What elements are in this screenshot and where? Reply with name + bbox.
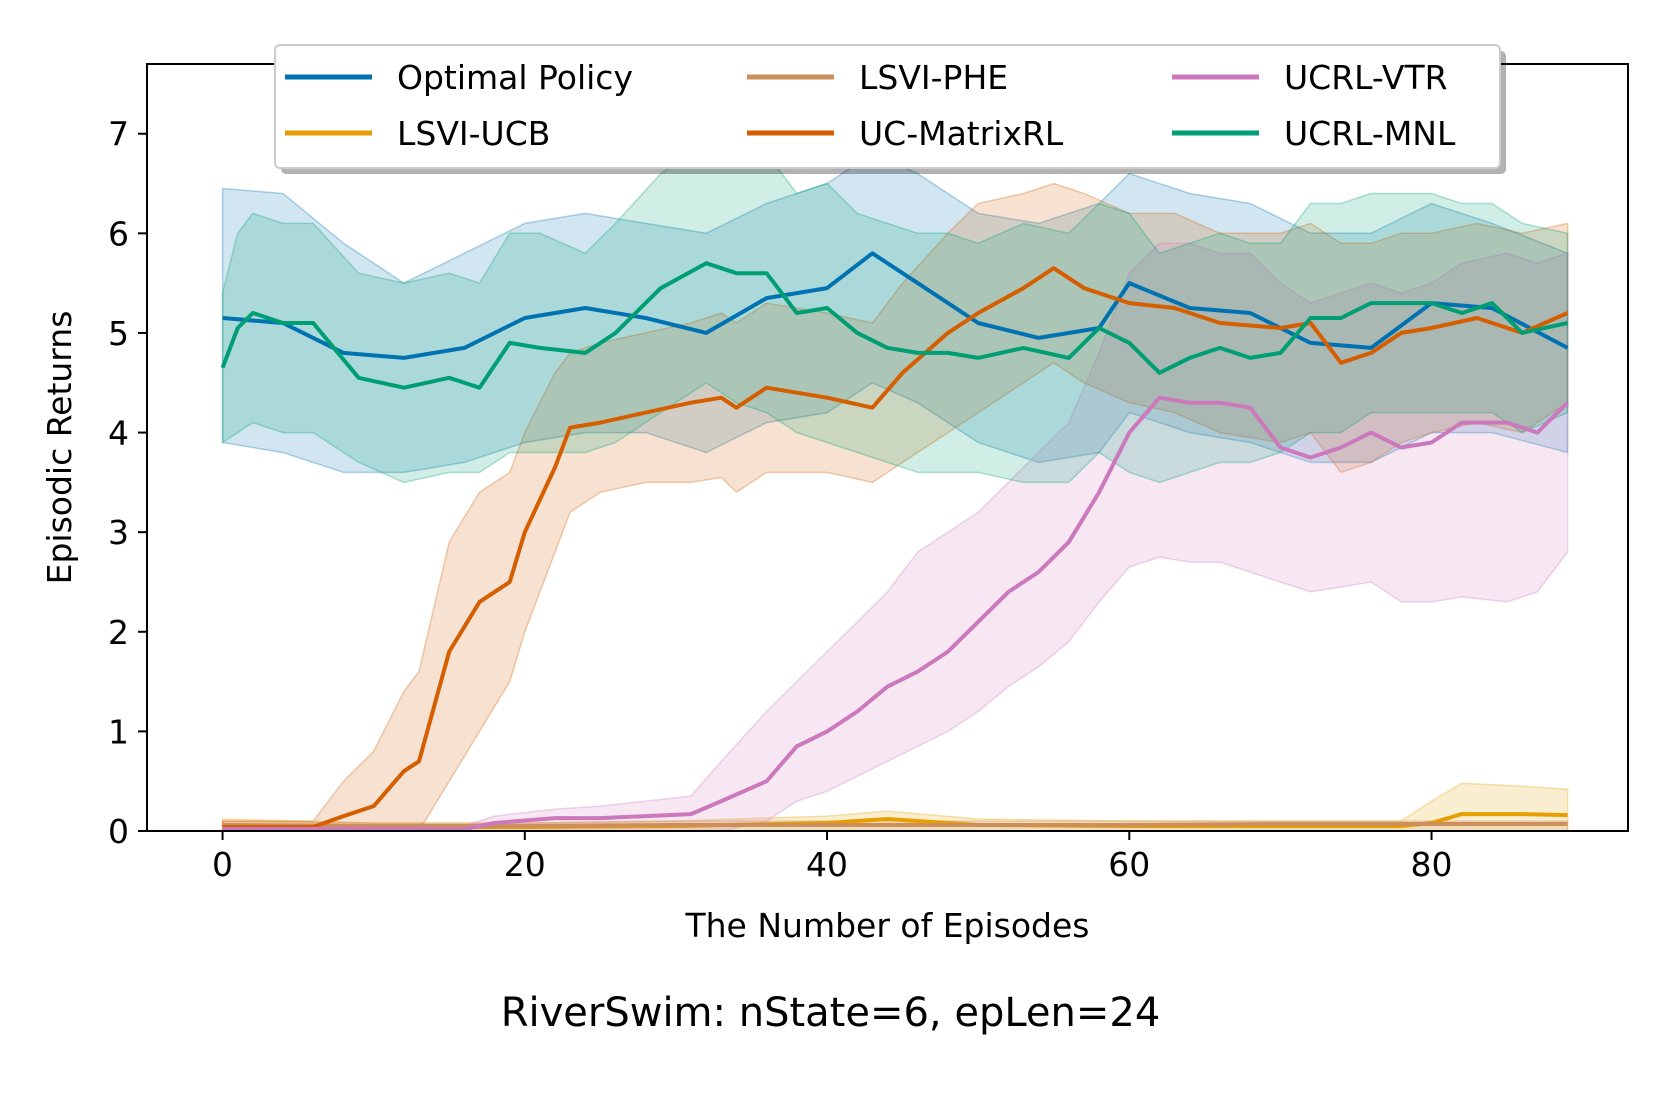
legend-label-2: LSVI-PHE bbox=[859, 58, 1008, 97]
series-line-4 bbox=[222, 395, 1570, 831]
legend: Optimal Policy LSVI-UCB LSVI-PHE UC-MatrixR… bbox=[274, 44, 1506, 174]
chart-title: RiverSwim: nState=6, epLen=24 bbox=[500, 990, 1161, 1036]
y-tick-label: 2 bbox=[108, 613, 129, 652]
legend-label-5: UCRL-MNL bbox=[1284, 114, 1456, 153]
y-tick-label: 4 bbox=[108, 414, 129, 453]
y-axis-label: Episodic Returns bbox=[40, 311, 79, 585]
band-0 bbox=[221, 152, 1569, 474]
x-tick-label: 0 bbox=[212, 845, 233, 884]
y-tick-label: 7 bbox=[108, 115, 129, 154]
y-tick-label: 0 bbox=[108, 812, 129, 851]
x-tick-label: 60 bbox=[1108, 845, 1150, 884]
legend-label-3: UC-MatrixRL bbox=[859, 114, 1064, 153]
legend-label-0: Optimal Policy bbox=[397, 58, 633, 97]
series-lines bbox=[220, 251, 1570, 831]
y-tick-label: 1 bbox=[108, 712, 129, 751]
x-tick-label: 20 bbox=[504, 845, 546, 884]
y-axis-ticks: 0 1 2 3 4 5 6 7 bbox=[108, 115, 147, 851]
x-tick-label: 40 bbox=[806, 845, 848, 884]
legend-label-1: LSVI-UCB bbox=[397, 114, 550, 153]
series-line-5 bbox=[220, 261, 1569, 390]
band-4 bbox=[221, 242, 1569, 832]
y-tick-label: 5 bbox=[108, 314, 129, 353]
confidence-bands bbox=[221, 142, 1569, 832]
y-tick-label: 3 bbox=[108, 513, 129, 552]
legend-label-4: UCRL-VTR bbox=[1284, 58, 1448, 97]
y-tick-label: 6 bbox=[108, 214, 129, 253]
series-line-3 bbox=[222, 266, 1569, 829]
x-axis-label: The Number of Episodes bbox=[684, 906, 1089, 945]
x-axis-ticks: 0 20 40 60 80 bbox=[212, 831, 1453, 884]
series-line-0 bbox=[222, 251, 1569, 360]
series-line-2 bbox=[222, 822, 1568, 828]
x-tick-label: 80 bbox=[1411, 845, 1453, 884]
